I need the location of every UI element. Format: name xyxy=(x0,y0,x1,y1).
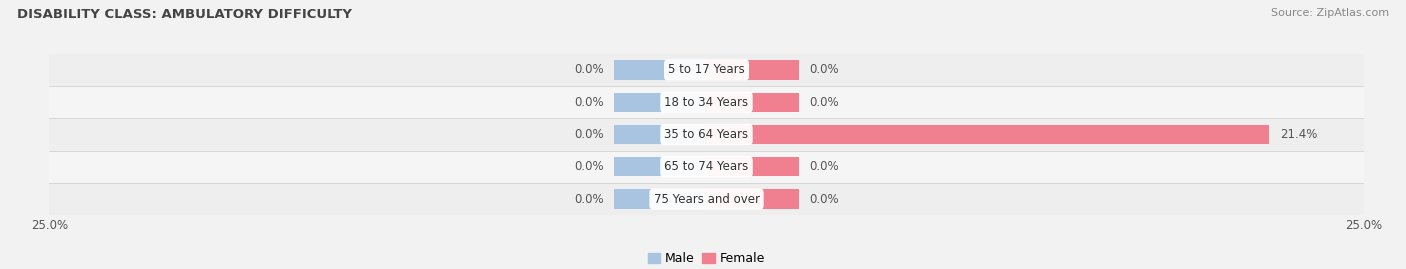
Bar xyxy=(707,157,799,176)
Bar xyxy=(49,86,1364,118)
Text: 5 to 17 Years: 5 to 17 Years xyxy=(668,63,745,76)
Text: 21.4%: 21.4% xyxy=(1279,128,1317,141)
Text: 0.0%: 0.0% xyxy=(574,128,605,141)
Bar xyxy=(614,93,707,112)
Text: 0.0%: 0.0% xyxy=(574,63,605,76)
Bar xyxy=(707,60,799,80)
Text: 75 Years and over: 75 Years and over xyxy=(654,193,759,206)
Bar xyxy=(614,157,707,176)
Text: 18 to 34 Years: 18 to 34 Years xyxy=(665,96,748,109)
Text: 0.0%: 0.0% xyxy=(808,193,839,206)
Text: 0.0%: 0.0% xyxy=(574,193,605,206)
Text: DISABILITY CLASS: AMBULATORY DIFFICULTY: DISABILITY CLASS: AMBULATORY DIFFICULTY xyxy=(17,8,352,21)
Bar xyxy=(614,125,707,144)
Bar xyxy=(707,125,1270,144)
Text: 65 to 74 Years: 65 to 74 Years xyxy=(665,160,748,173)
Text: Source: ZipAtlas.com: Source: ZipAtlas.com xyxy=(1271,8,1389,18)
Bar xyxy=(49,183,1364,215)
Bar xyxy=(49,151,1364,183)
Legend: Male, Female: Male, Female xyxy=(643,247,770,269)
Bar xyxy=(614,60,707,80)
Bar xyxy=(49,54,1364,86)
Bar xyxy=(614,189,707,209)
Bar xyxy=(707,93,799,112)
Text: 0.0%: 0.0% xyxy=(574,96,605,109)
Text: 0.0%: 0.0% xyxy=(808,63,839,76)
Text: 0.0%: 0.0% xyxy=(808,160,839,173)
Text: 0.0%: 0.0% xyxy=(808,96,839,109)
Text: 35 to 64 Years: 35 to 64 Years xyxy=(665,128,748,141)
Text: 0.0%: 0.0% xyxy=(574,160,605,173)
Bar xyxy=(49,118,1364,151)
Bar xyxy=(707,189,799,209)
